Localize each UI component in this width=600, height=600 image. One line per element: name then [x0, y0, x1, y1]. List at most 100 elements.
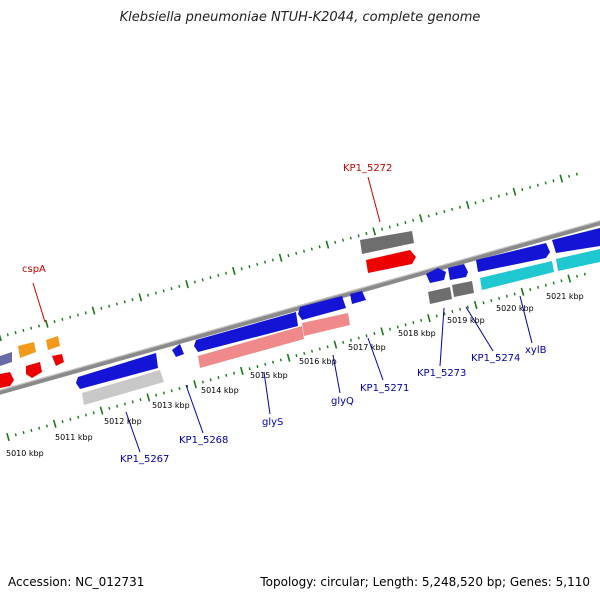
minor-tick	[365, 232, 368, 236]
gene-arrow[interactable]	[426, 268, 446, 283]
major-tick	[44, 319, 49, 328]
gene-arrow[interactable]	[476, 243, 550, 272]
minor-tick	[443, 312, 446, 316]
gene-arrow[interactable]	[172, 344, 184, 357]
gene-label-cspA[interactable]: cspA	[22, 264, 46, 275]
minor-tick	[22, 431, 25, 435]
minor-tick	[388, 225, 391, 229]
minor-tick	[404, 323, 407, 327]
minor-tick	[264, 362, 267, 366]
gene-arrow[interactable]	[26, 362, 42, 378]
minor-tick	[310, 247, 313, 251]
minor-tick	[459, 307, 462, 311]
gene-label-KP1_5274[interactable]: KP1_5274	[471, 353, 520, 364]
minor-tick	[256, 262, 259, 266]
minor-tick	[521, 188, 524, 192]
gene-arrow[interactable]	[0, 372, 14, 388]
minor-tick	[482, 301, 485, 305]
minor-tick	[193, 280, 196, 284]
gene-arrow[interactable]	[480, 261, 554, 290]
gene-arrow[interactable]	[18, 342, 36, 358]
minor-tick	[162, 289, 165, 293]
gene-arrow[interactable]	[366, 250, 416, 273]
minor-tick	[396, 223, 399, 227]
gene-arrow[interactable]	[360, 231, 414, 254]
minor-tick	[201, 380, 204, 384]
minor-tick	[217, 273, 220, 277]
major-tick	[419, 214, 423, 223]
minor-tick	[310, 349, 314, 353]
gene-arrow[interactable]	[350, 291, 366, 304]
minor-tick	[536, 183, 539, 187]
minor-tick	[435, 212, 438, 216]
minor-tick	[108, 304, 111, 308]
gene-arrow[interactable]	[46, 336, 60, 350]
gene-label-KP1_5271[interactable]: KP1_5271	[360, 383, 409, 394]
gene-label-glyQ[interactable]: glyQ	[331, 396, 354, 407]
major-tick	[325, 240, 330, 249]
minor-tick	[131, 298, 134, 302]
gene-label-KP1_5273[interactable]: KP1_5273	[417, 368, 466, 379]
minor-tick	[186, 384, 189, 388]
minor-tick	[365, 334, 368, 338]
accession-text: Accession: NC_012731	[8, 575, 145, 589]
minor-tick	[396, 325, 399, 329]
gene-arrow[interactable]	[194, 312, 298, 352]
minor-tick	[14, 433, 17, 437]
gene-label-KP1_5272[interactable]: KP1_5272	[343, 163, 392, 174]
gene-label-xylB[interactable]: xylB	[525, 345, 547, 356]
label-connectors	[32, 176, 533, 453]
minor-tick	[497, 194, 500, 198]
gene-arrow[interactable]	[52, 354, 64, 366]
minor-tick	[302, 249, 306, 253]
minor-tick	[575, 172, 578, 176]
minor-tick	[45, 424, 49, 428]
gene-arrow[interactable]	[76, 353, 158, 389]
gene-arrow[interactable]	[82, 370, 164, 405]
minor-tick	[505, 192, 508, 196]
gene-arrow[interactable]	[298, 296, 346, 320]
gene-label-glyS[interactable]: glyS	[262, 417, 283, 428]
gene-arrow[interactable]	[452, 281, 474, 297]
major-tick	[473, 300, 478, 310]
scale-label: 5017 kbp	[348, 343, 386, 352]
minor-tick	[123, 402, 126, 406]
minor-tick	[271, 360, 275, 364]
scale-label: 5012 kbp	[104, 417, 142, 426]
minor-tick	[225, 373, 228, 377]
minor-tick	[6, 333, 9, 337]
gene-label-KP1_5267[interactable]: KP1_5267	[120, 454, 169, 465]
minor-tick	[357, 336, 360, 340]
gene-arrow[interactable]	[198, 326, 304, 368]
scale-label: 5010 kbp	[6, 449, 44, 458]
minor-tick	[256, 365, 259, 369]
major-tick	[427, 314, 431, 323]
minor-tick	[209, 378, 212, 382]
minor-tick	[69, 315, 72, 319]
gene-arrow[interactable]	[552, 228, 600, 253]
scale-label: 5011 kbp	[55, 433, 93, 442]
minor-tick	[100, 306, 103, 310]
minor-tick	[544, 181, 547, 185]
minor-tick	[53, 320, 56, 324]
minor-tick	[349, 236, 352, 240]
minor-tick	[123, 300, 126, 304]
gene-arrow[interactable]	[448, 264, 468, 280]
gene-arrow[interactable]	[302, 313, 350, 336]
minor-tick	[139, 398, 142, 402]
major-tick	[232, 266, 236, 276]
major-tick	[333, 340, 338, 349]
gene-label-KP1_5268[interactable]: KP1_5268	[179, 435, 228, 446]
minor-tick	[30, 428, 33, 432]
minor-tick	[14, 331, 17, 335]
major-tick	[278, 253, 283, 262]
genome-title: Klebsiella pneumoniae NTUH-K2044, comple…	[119, 10, 481, 25]
gene-arrow[interactable]	[556, 249, 600, 271]
minor-tick	[30, 326, 33, 330]
scale-label: 5021 kbp	[546, 292, 584, 301]
minor-tick	[326, 345, 329, 349]
minor-tick	[568, 174, 571, 178]
gene-arrow[interactable]	[428, 287, 452, 304]
gene-arrow[interactable]	[0, 352, 12, 366]
